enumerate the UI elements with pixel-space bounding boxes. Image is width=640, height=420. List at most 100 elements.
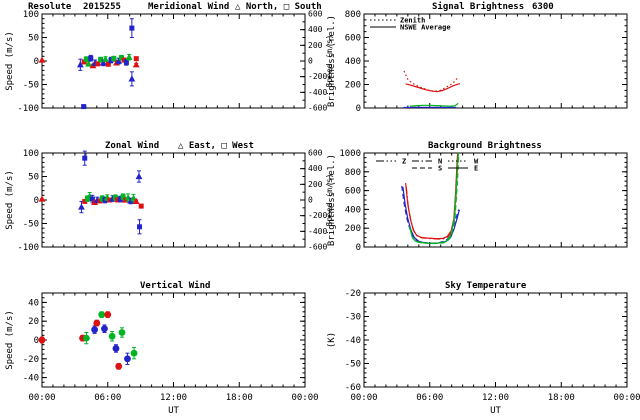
y-tick-label: 400 — [345, 205, 361, 215]
legend-label: W — [474, 158, 479, 166]
right-tick-label: -200 — [308, 72, 327, 81]
data-point-circle — [101, 325, 108, 333]
data-point-square — [82, 155, 88, 161]
data-point-triangle — [128, 75, 136, 82]
panel-title: Vertical Wind — [140, 280, 210, 291]
data-point-circle — [91, 326, 98, 334]
y-tick-label: -100 — [17, 243, 39, 253]
panel-title: Background Brightness — [428, 140, 542, 151]
panel-signal-brightness: Signal Brightness 6300 0 200 400 600 800 Bright… — [327, 1, 628, 114]
x-tick-label: 00:00 — [350, 393, 377, 403]
data-point-triangle — [115, 57, 123, 64]
data-point-square — [99, 196, 105, 202]
y-tick-label: -50 — [23, 81, 39, 91]
data-point-square — [83, 56, 89, 62]
right-tick-label: 600 — [308, 10, 323, 19]
y-tick-label: 50 — [28, 173, 39, 183]
data-point-square — [81, 104, 87, 110]
data-point-square — [137, 224, 143, 230]
data-point-circle — [124, 355, 131, 363]
panel-title: 2015255 — [83, 2, 121, 12]
legend-label: Z — [402, 158, 406, 166]
y-axis-label: Speed (m/s) — [5, 310, 15, 370]
legend-label: N — [438, 158, 442, 166]
legend-label: S — [438, 165, 442, 173]
data-point-square — [89, 196, 95, 202]
y-tick-label: 0 — [34, 57, 39, 67]
panel-title: Zonal Wind — [105, 140, 159, 151]
panel-title: Signal Brightness — [432, 1, 524, 12]
y-tick-label: 600 — [345, 187, 361, 197]
right-tick-label: 0 — [308, 57, 313, 66]
panel-sky-temperature: Sky Temperature 00:00 06:00 12:00 18:00 00:00… — [327, 281, 640, 416]
data-point-circle — [118, 329, 126, 336]
data-point-square — [118, 55, 124, 61]
y-axis-label: Brightness (rel.) — [327, 154, 337, 246]
data-point-triangle — [130, 194, 137, 201]
y-axis-label: (K) — [327, 332, 337, 348]
right-tick-label: -600 — [308, 104, 327, 113]
y-tick-label: 800 — [345, 10, 361, 20]
data-point-triangle — [124, 194, 132, 201]
data-point-circle — [104, 311, 112, 319]
right-tick-label: 400 — [308, 25, 323, 34]
data-point-triangle — [76, 61, 84, 68]
y-tick-label: 40 — [28, 298, 39, 308]
x-tick-label: 00:00 — [28, 393, 55, 403]
series-line-r-solid — [405, 82, 461, 93]
data-point-square — [98, 57, 104, 63]
series-line-r-dot — [403, 70, 459, 92]
data-point-circle — [38, 336, 46, 344]
x-tick-label: 18:00 — [226, 393, 253, 403]
data-point-square — [117, 196, 123, 202]
panel-title: Meridional Wind — [148, 1, 229, 12]
panel-meridional-wind: Resolute 2015255 Meridional Wind △ North, □… — [5, 1, 334, 114]
data-point-square — [111, 56, 117, 62]
panel-background-brightness: Background Brightness 0 200 400 600 800 1000Br… — [327, 140, 628, 253]
y-tick-label: -40 — [345, 336, 361, 346]
data-point-circle — [108, 332, 116, 340]
data-point-circle — [112, 345, 120, 352]
panel-zonal-wind: Zonal Wind △ East, □ West 100 50 0 -50 -100 Spe… — [5, 140, 334, 253]
x-tick-label: 12:00 — [482, 393, 509, 403]
right-tick-label: 0 — [308, 196, 313, 205]
y-tick-label: 0 — [34, 196, 39, 206]
plot-frame — [363, 292, 628, 388]
right-tick-label: -400 — [308, 88, 327, 97]
y-tick-label: 0 — [356, 243, 361, 253]
panel-title: Resolute — [28, 2, 72, 12]
y-tick-label: 20 — [28, 317, 39, 327]
data-point-square — [108, 57, 114, 63]
y-tick-label: -40 — [23, 374, 39, 384]
data-point-triangle — [102, 55, 109, 62]
y-tick-label: 400 — [345, 57, 361, 67]
data-point-square — [81, 59, 87, 65]
y-tick-label: 200 — [345, 224, 361, 234]
right-tick-label: 600 — [308, 149, 323, 158]
data-point-triangle — [38, 56, 46, 63]
y-tick-label: -100 — [17, 104, 39, 114]
right-axis-label: Speed (m/s) — [325, 174, 334, 227]
data-point-circle — [82, 334, 90, 342]
right-tick-label: 200 — [308, 41, 323, 50]
data-point-triangle — [78, 203, 85, 210]
legend-label: E — [474, 165, 478, 173]
series-line-g-solid — [409, 102, 459, 107]
data-point-triangle — [132, 61, 140, 68]
y-tick-label: 1000 — [339, 149, 361, 159]
data-point-square — [120, 194, 126, 200]
data-point-square — [88, 55, 94, 61]
x-tick-label: 06:00 — [94, 393, 121, 403]
y-tick-label: -60 — [345, 383, 361, 393]
data-point-triangle — [85, 60, 92, 67]
series-line-r-dashdot — [405, 152, 459, 240]
y-tick-label: -50 — [345, 360, 361, 370]
data-point-triangle — [125, 53, 133, 60]
x-axis-label: UT — [490, 406, 501, 416]
y-axis-label: Speed (m/s) — [5, 170, 15, 230]
x-tick-label: 00:00 — [613, 393, 640, 403]
y-tick-label: -20 — [23, 355, 39, 365]
y-tick-label: 100 — [23, 10, 39, 20]
x-tick-label: 18:00 — [548, 393, 575, 403]
data-point-triangle — [38, 195, 46, 202]
